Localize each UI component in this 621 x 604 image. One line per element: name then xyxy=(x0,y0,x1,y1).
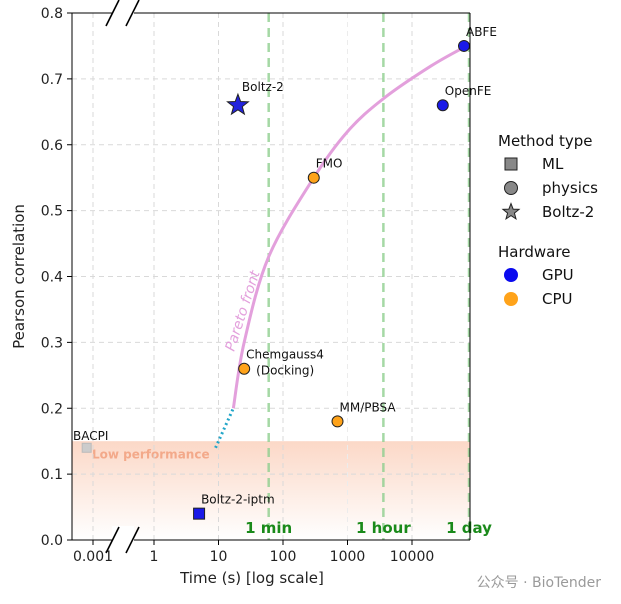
x-tick-label: 10000 xyxy=(390,549,435,565)
point-openfe-label: OpenFE xyxy=(445,84,492,98)
y-tick-label: 0.0 xyxy=(41,533,63,549)
legend-method-item: Boltz-2 xyxy=(542,203,594,221)
top-axis-break-gap xyxy=(112,0,134,27)
x-tick-label: 100 xyxy=(270,549,297,565)
point-openfe xyxy=(436,99,449,112)
legend-hardware-item: GPU xyxy=(542,266,574,284)
point-abfe xyxy=(458,39,470,52)
time-mark-label: 1 day xyxy=(446,519,492,537)
watermark: 公众号 · BioTender xyxy=(476,575,601,591)
point-fmo-label: FMO xyxy=(316,157,343,171)
point-chemgauss4 xyxy=(238,362,251,375)
x-axis-break-gap xyxy=(112,526,134,554)
x-tick-label: 0.001 xyxy=(73,549,113,565)
low-performance-band xyxy=(72,441,470,540)
legend-method-title: Method type xyxy=(498,132,593,150)
legend-hardware-item: CPU xyxy=(542,290,573,308)
point-mm-pbsa-label: MM/PBSA xyxy=(340,400,397,414)
point-boltz-2 xyxy=(226,92,250,116)
legend-method-item: physics xyxy=(542,179,598,197)
time-mark-label: 1 min xyxy=(245,519,292,537)
y-tick-label: 0.3 xyxy=(41,335,63,351)
time-mark-label: 1 hour xyxy=(356,519,411,537)
legend-ml-marker xyxy=(504,157,518,171)
legend-cpu-marker xyxy=(504,292,518,306)
point-boltz-2-iptm-label: Boltz-2-iptm xyxy=(201,493,275,507)
point-fmo xyxy=(307,171,320,184)
y-tick-label: 0.8 xyxy=(41,6,63,22)
x-tick-label: 1000 xyxy=(330,549,366,565)
point-chemgauss4-sublabel: (Docking) xyxy=(256,364,314,378)
pareto-front-line xyxy=(231,44,468,409)
y-tick-label: 0.7 xyxy=(41,72,63,88)
y-axis-label: Pearson correlation xyxy=(10,204,28,349)
legend-method-item: ML xyxy=(542,155,564,173)
x-tick-label: 1 xyxy=(150,549,159,565)
point-boltz-2-label: Boltz-2 xyxy=(242,80,284,94)
point-abfe-label: ABFE xyxy=(466,25,497,39)
point-bacpi xyxy=(81,442,92,453)
point-mm-pbsa xyxy=(331,415,344,428)
legend-hardware-title: Hardware xyxy=(498,243,570,261)
x-axis-break xyxy=(105,526,120,554)
y-tick-label: 0.6 xyxy=(41,138,63,154)
y-tick-label: 0.4 xyxy=(41,270,63,286)
low-performance-label: Low performance xyxy=(92,447,210,461)
top-axis-break xyxy=(105,0,120,27)
legend-physics-marker xyxy=(504,181,518,195)
x-tick-label: 10 xyxy=(210,549,228,565)
point-boltz-2-iptm xyxy=(193,507,206,520)
point-bacpi-label: BACPI xyxy=(73,429,108,443)
legend-gpu-marker xyxy=(504,268,518,282)
pareto-front-extrapolation xyxy=(214,407,235,449)
y-tick-label: 0.5 xyxy=(41,204,63,220)
legend-boltz2-marker xyxy=(501,202,521,221)
point-chemgauss4-label: Chemgauss4 xyxy=(246,348,324,362)
x-axis-label: Time (s) [log scale] xyxy=(179,569,324,587)
top-axis-break xyxy=(125,0,140,27)
y-tick-label: 0.2 xyxy=(41,401,63,417)
y-tick-label: 0.1 xyxy=(41,467,63,483)
x-axis-break xyxy=(125,526,140,554)
